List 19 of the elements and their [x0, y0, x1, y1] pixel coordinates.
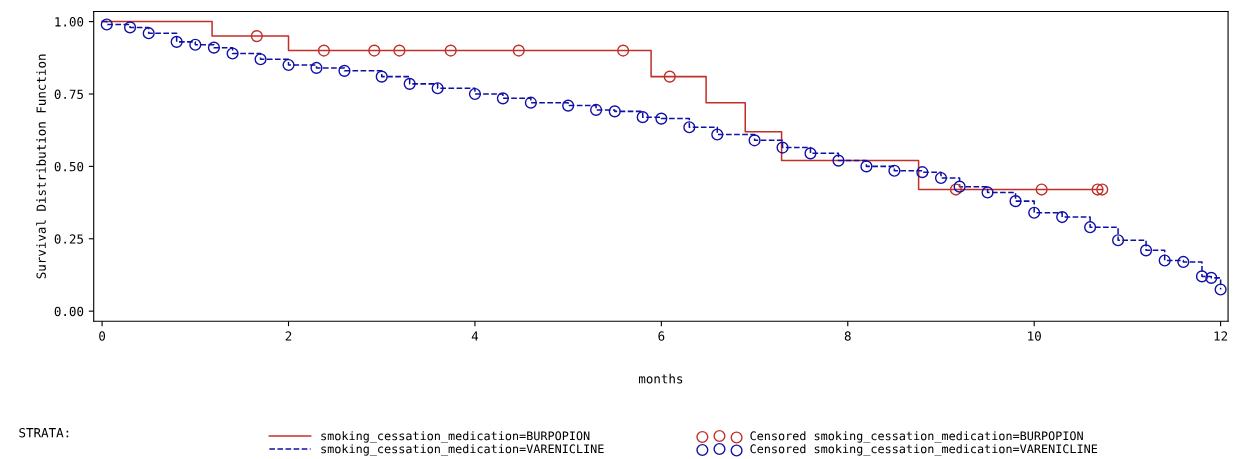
legend-label: Censored smoking_cessation_medication=BURPOPION [750, 431, 1083, 443]
x-tick-label: 10 [1028, 331, 1041, 341]
legend-label: smoking_cessation_medication=VARENICLINE [321, 444, 604, 456]
y-tick-label: 0.75 [54, 89, 83, 99]
y-tick-label: 0.25 [54, 234, 83, 244]
legend-label: Censored smoking_cessation_medication=VARENICLINE [750, 444, 1098, 456]
x-tick-label: 6 [658, 331, 665, 341]
legend-title: STRATA: [19, 427, 69, 438]
x-tick-label: 2 [285, 331, 292, 341]
x-tick-label: 4 [471, 331, 479, 341]
x-tick-label: 8 [844, 331, 851, 341]
y-tick-label: 1.00 [55, 17, 84, 27]
y-tick-label: 0.50 [54, 161, 84, 172]
y-axis-title: Survival Distribution Function [36, 54, 46, 279]
x-axis-title: months [638, 373, 683, 384]
legend-label: smoking_cessation_medication=BURPOPION [321, 431, 590, 443]
x-tick-label: 12 [1214, 331, 1228, 341]
x-tick-label: 0 [99, 331, 106, 341]
y-tick-label: 0.00 [54, 306, 84, 317]
